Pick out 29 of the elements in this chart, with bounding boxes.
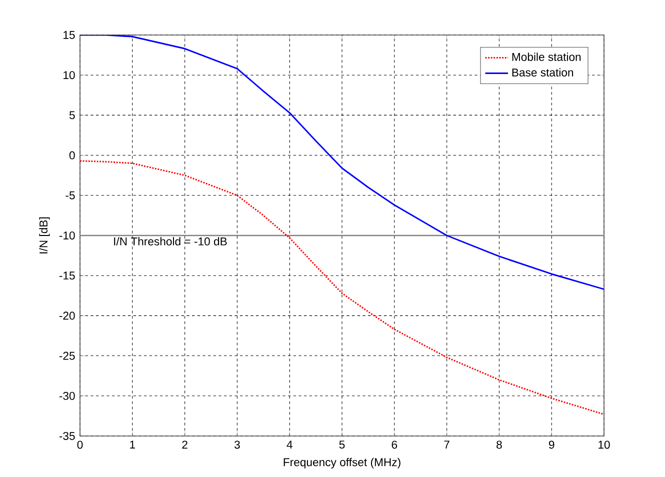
y-tick-label: -15 (59, 272, 75, 280)
x-tick-label: 4 (286, 440, 292, 448)
y-tick-label: -20 (59, 312, 75, 320)
legend-label: Mobile station (512, 52, 581, 61)
y-tick-label: 10 (64, 71, 75, 80)
x-tick-label: 9 (548, 440, 554, 449)
line-series (80, 35, 604, 290)
x-tick-label: 1 (130, 440, 136, 448)
x-tick-label: 10 (598, 440, 610, 449)
x-tick-label: 5 (339, 440, 345, 449)
x-tick-label: 6 (392, 440, 398, 449)
y-tick-label: -5 (66, 191, 75, 200)
y-tick-label: 0 (69, 151, 75, 160)
x-tick-label: 7 (444, 440, 450, 448)
y-axis-title: I/N [dB] (39, 217, 50, 254)
x-tick-label: 0 (77, 440, 83, 449)
line-series (80, 160, 604, 416)
ref-line-label: I/N Threshold = -10 dB (114, 237, 227, 246)
y-tick-label: 15 (64, 31, 75, 39)
legend-label: Base station (512, 68, 574, 76)
y-tick-label: -35 (59, 432, 75, 440)
x-tick-label: 2 (182, 440, 188, 449)
x-axis-title: Frequency offset (MHz) (284, 458, 400, 468)
y-tick-label: -30 (59, 392, 75, 400)
y-tick-label: -25 (59, 352, 75, 360)
y-tick-label: -10 (59, 231, 75, 240)
x-tick-label: 8 (496, 440, 502, 449)
y-tick-label: 5 (69, 111, 75, 120)
x-tick-label: 3 (234, 440, 240, 449)
